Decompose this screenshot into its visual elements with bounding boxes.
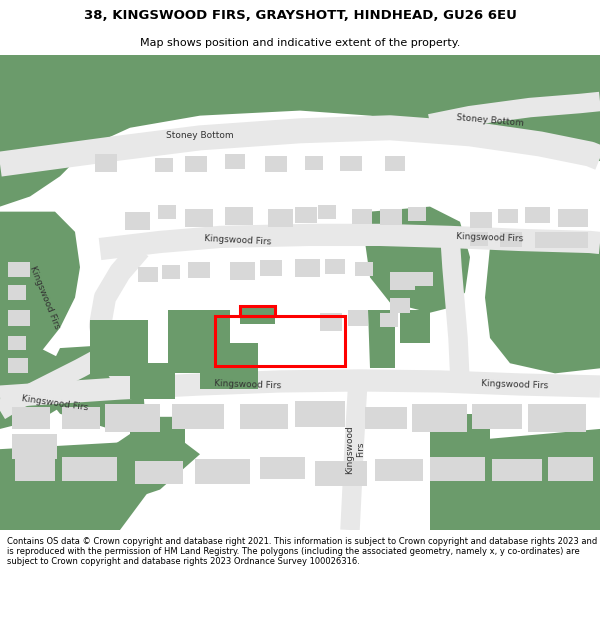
- Polygon shape: [0, 459, 150, 530]
- Text: Kingswood Firs: Kingswood Firs: [481, 379, 548, 390]
- Bar: [225, 154, 245, 169]
- Text: 38, KINGSWOOD FIRS, GRAYSHOTT, HINDHEAD, GU26 6EU: 38, KINGSWOOD FIRS, GRAYSHOTT, HINDHEAD,…: [83, 9, 517, 22]
- Bar: [525, 207, 550, 222]
- Bar: [415, 272, 433, 286]
- Polygon shape: [400, 309, 430, 343]
- Text: Kingswood Firs: Kingswood Firs: [457, 232, 524, 244]
- Bar: [260, 260, 282, 276]
- Bar: [265, 156, 287, 172]
- Bar: [15, 459, 55, 481]
- Bar: [385, 156, 405, 171]
- Bar: [365, 407, 407, 429]
- Bar: [408, 207, 426, 221]
- Bar: [240, 404, 288, 429]
- Text: Stoney Bottom: Stoney Bottom: [166, 131, 234, 141]
- Bar: [230, 262, 255, 281]
- Bar: [135, 461, 183, 484]
- Bar: [105, 404, 160, 432]
- Bar: [325, 259, 345, 274]
- Bar: [470, 232, 488, 246]
- Polygon shape: [365, 207, 470, 312]
- Polygon shape: [420, 55, 600, 161]
- Text: Contains OS data © Crown copyright and database right 2021. This information is : Contains OS data © Crown copyright and d…: [7, 537, 598, 566]
- Bar: [62, 407, 100, 429]
- Bar: [470, 212, 492, 228]
- Bar: [535, 232, 560, 248]
- Bar: [12, 407, 50, 429]
- Bar: [500, 232, 522, 247]
- Polygon shape: [90, 320, 175, 399]
- Bar: [158, 204, 176, 219]
- Bar: [318, 204, 336, 219]
- Bar: [390, 272, 415, 291]
- Bar: [305, 156, 323, 170]
- Bar: [62, 458, 117, 481]
- Polygon shape: [0, 55, 600, 207]
- Bar: [195, 459, 250, 484]
- Bar: [95, 154, 117, 173]
- Bar: [430, 414, 490, 469]
- Bar: [558, 232, 588, 248]
- Bar: [315, 461, 367, 486]
- Bar: [375, 459, 423, 481]
- Polygon shape: [0, 439, 200, 520]
- Text: Kingswood Firs: Kingswood Firs: [28, 265, 62, 331]
- Text: Kingswood
Firs: Kingswood Firs: [346, 425, 365, 474]
- Bar: [352, 209, 372, 224]
- Bar: [430, 458, 485, 481]
- Polygon shape: [430, 429, 600, 530]
- Polygon shape: [490, 288, 555, 353]
- Polygon shape: [485, 242, 600, 373]
- Text: Stoney Bottom: Stoney Bottom: [456, 113, 524, 128]
- Bar: [8, 309, 30, 326]
- Bar: [528, 404, 586, 432]
- Bar: [320, 312, 342, 331]
- Bar: [348, 309, 368, 326]
- Bar: [295, 207, 317, 222]
- Polygon shape: [368, 309, 395, 368]
- Polygon shape: [115, 417, 185, 479]
- Bar: [268, 209, 293, 227]
- Text: Kingswood Firs: Kingswood Firs: [204, 234, 272, 246]
- Polygon shape: [168, 309, 258, 389]
- Bar: [185, 156, 207, 172]
- Bar: [188, 262, 210, 278]
- Bar: [185, 209, 213, 227]
- Bar: [340, 156, 362, 171]
- Text: Map shows position and indicative extent of the property.: Map shows position and indicative extent…: [140, 38, 460, 48]
- Bar: [12, 434, 57, 459]
- Bar: [8, 286, 26, 299]
- Bar: [138, 268, 158, 282]
- Bar: [412, 404, 467, 432]
- Polygon shape: [0, 212, 80, 378]
- Bar: [295, 259, 320, 278]
- Bar: [8, 262, 30, 278]
- Bar: [558, 209, 588, 227]
- Bar: [472, 404, 522, 429]
- Bar: [492, 459, 542, 481]
- Bar: [225, 207, 253, 225]
- Bar: [125, 212, 150, 230]
- Polygon shape: [40, 343, 145, 429]
- Text: Kingswood Firs: Kingswood Firs: [21, 394, 89, 412]
- Bar: [8, 336, 26, 350]
- Bar: [172, 404, 224, 429]
- Bar: [355, 262, 373, 276]
- Text: Kingswood Firs: Kingswood Firs: [214, 379, 281, 390]
- Bar: [380, 209, 402, 225]
- Bar: [548, 458, 593, 481]
- Bar: [380, 312, 398, 327]
- Bar: [8, 358, 28, 373]
- Bar: [240, 306, 275, 324]
- Bar: [390, 298, 410, 312]
- Bar: [162, 265, 180, 279]
- Bar: [295, 401, 345, 427]
- Bar: [155, 158, 173, 172]
- Bar: [260, 458, 305, 479]
- Polygon shape: [0, 343, 80, 429]
- Bar: [498, 209, 518, 222]
